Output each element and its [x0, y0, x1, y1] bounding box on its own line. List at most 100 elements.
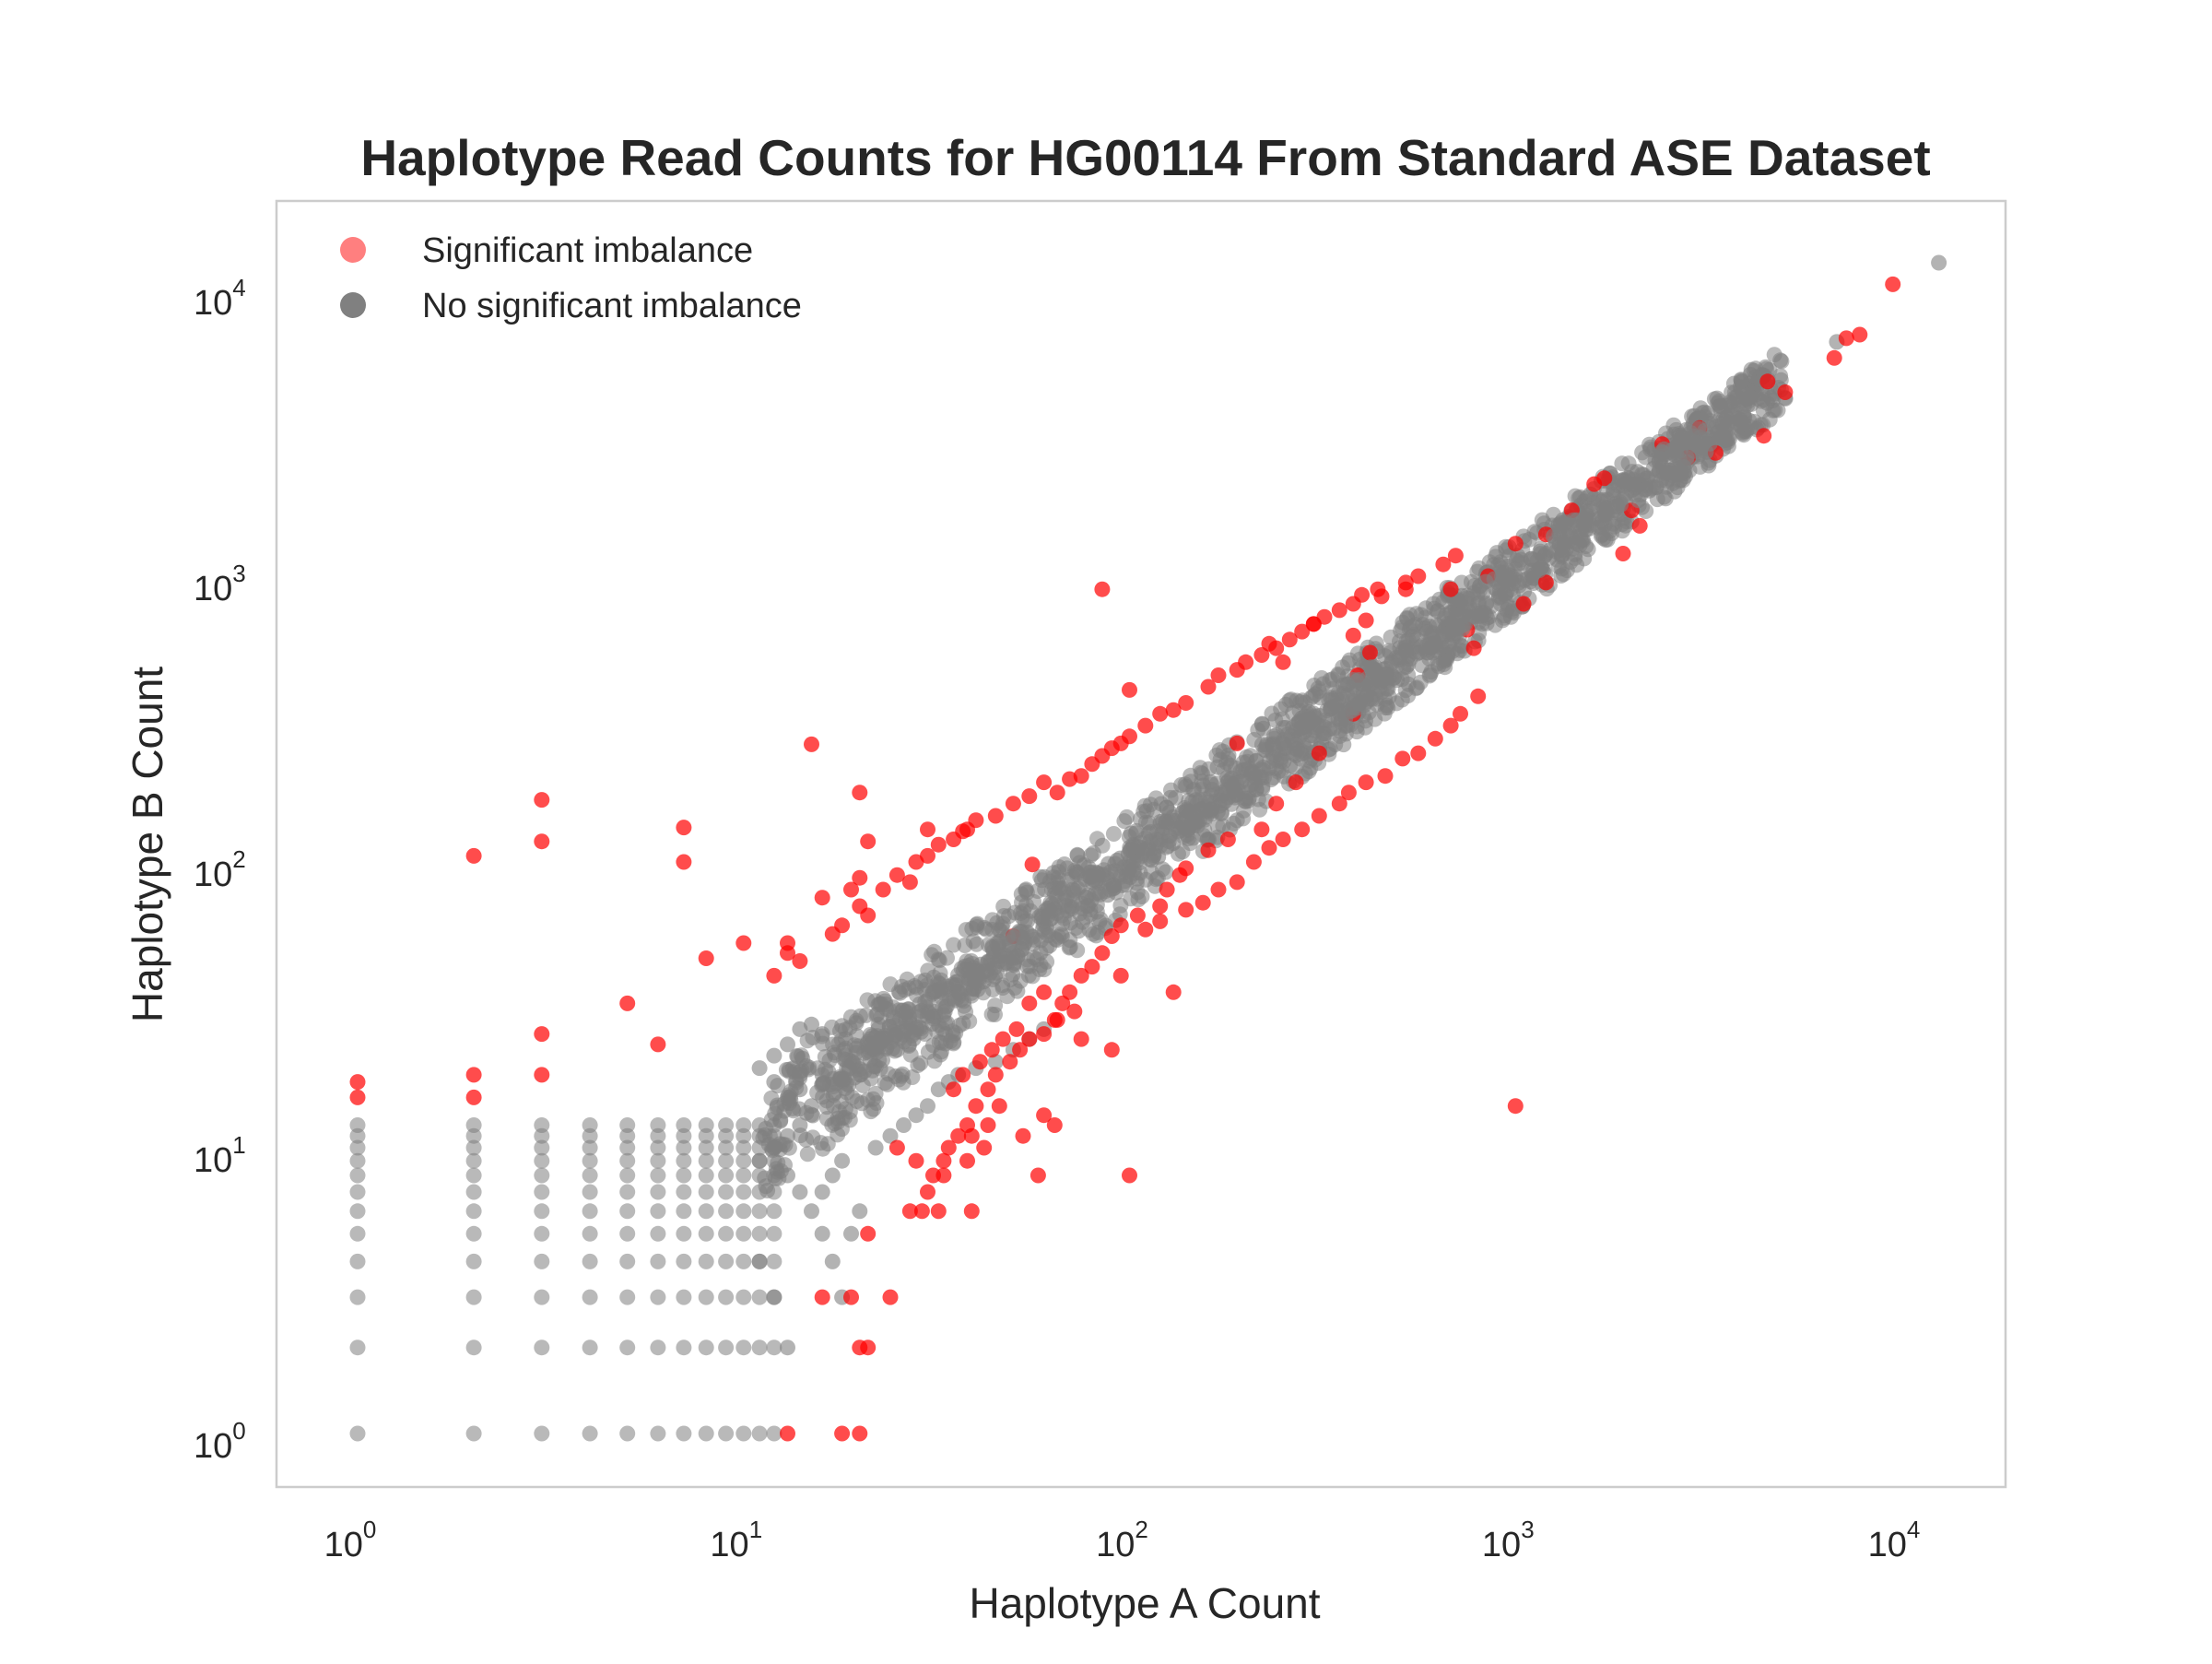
data-point-significant-imbalance — [980, 1117, 996, 1133]
data-point-no-significant-imbalance — [772, 1113, 789, 1129]
data-point-significant-imbalance — [1112, 917, 1129, 934]
data-point-no-significant-imbalance — [751, 1253, 768, 1269]
data-point-significant-imbalance — [1030, 1167, 1046, 1184]
data-point-no-significant-imbalance — [1210, 819, 1227, 835]
data-point-significant-imbalance — [1316, 608, 1333, 625]
data-point-no-significant-imbalance — [534, 1167, 550, 1184]
data-point-no-significant-imbalance — [1057, 898, 1074, 914]
data-point-no-significant-imbalance — [1552, 520, 1568, 537]
data-point-significant-imbalance — [1311, 745, 1327, 761]
data-point-significant-imbalance — [1178, 695, 1194, 711]
data-point-no-significant-imbalance — [1079, 898, 1095, 915]
data-point-no-significant-imbalance — [1200, 831, 1216, 847]
data-point-significant-imbalance — [1129, 907, 1146, 924]
data-point-no-significant-imbalance — [958, 922, 974, 938]
data-point-no-significant-imbalance — [1444, 643, 1461, 659]
data-point-significant-imbalance — [1507, 1098, 1524, 1115]
data-point-significant-imbalance — [1362, 644, 1378, 661]
data-point-significant-imbalance — [1759, 373, 1776, 390]
data-point-significant-imbalance — [465, 847, 482, 864]
data-point-significant-imbalance — [1094, 581, 1111, 597]
data-point-no-significant-imbalance — [718, 1339, 735, 1356]
data-point-no-significant-imbalance — [349, 1184, 366, 1200]
data-point-no-significant-imbalance — [534, 1117, 550, 1133]
data-point-no-significant-imbalance — [1018, 882, 1034, 899]
data-point-significant-imbalance — [1275, 832, 1291, 847]
data-point-significant-imbalance — [1294, 821, 1311, 838]
data-point-no-significant-imbalance — [582, 1203, 598, 1220]
data-point-significant-imbalance — [1210, 881, 1227, 898]
data-point-significant-imbalance — [983, 1042, 1000, 1058]
data-point-no-significant-imbalance — [718, 1167, 735, 1184]
data-point-no-significant-imbalance — [1554, 561, 1571, 577]
data-point-no-significant-imbalance — [676, 1289, 692, 1305]
data-point-no-significant-imbalance — [877, 993, 893, 1009]
data-point-significant-imbalance — [1159, 881, 1175, 898]
data-point-no-significant-imbalance — [1283, 728, 1300, 745]
data-point-no-significant-imbalance — [1606, 511, 1623, 527]
data-point-no-significant-imbalance — [650, 1127, 666, 1144]
x-tick-label: 102 — [1096, 1516, 1148, 1564]
data-point-significant-imbalance — [1229, 874, 1245, 891]
data-point-significant-imbalance — [908, 1152, 924, 1169]
data-point-significant-imbalance — [946, 1081, 962, 1098]
data-point-significant-imbalance — [1008, 1021, 1025, 1037]
data-point-no-significant-imbalance — [843, 1225, 859, 1242]
data-point-significant-imbalance — [908, 854, 924, 870]
data-point-no-significant-imbalance — [465, 1167, 482, 1184]
data-point-no-significant-imbalance — [735, 1139, 752, 1156]
data-point-no-significant-imbalance — [1041, 873, 1058, 890]
data-point-no-significant-imbalance — [349, 1203, 366, 1220]
data-point-significant-imbalance — [1358, 612, 1374, 629]
data-point-significant-imbalance — [888, 867, 905, 883]
data-point-no-significant-imbalance — [650, 1139, 666, 1156]
data-point-no-significant-imbalance — [1424, 628, 1441, 644]
data-point-no-significant-imbalance — [349, 1167, 366, 1184]
data-point-significant-imbalance — [930, 836, 947, 853]
data-point-no-significant-imbalance — [676, 1225, 692, 1242]
data-point-no-significant-imbalance — [718, 1289, 735, 1305]
data-point-significant-imbalance — [1210, 667, 1227, 683]
data-point-significant-imbalance — [766, 967, 782, 984]
data-point-no-significant-imbalance — [1306, 727, 1323, 744]
data-point-no-significant-imbalance — [819, 1136, 836, 1152]
data-point-significant-imbalance — [1066, 1003, 1083, 1020]
data-point-no-significant-imbalance — [676, 1139, 692, 1156]
data-point-no-significant-imbalance — [534, 1253, 550, 1269]
data-point-significant-imbalance — [1122, 728, 1137, 745]
data-point-no-significant-imbalance — [971, 971, 987, 986]
data-point-no-significant-imbalance — [465, 1152, 482, 1169]
data-point-significant-imbalance — [976, 1139, 993, 1156]
data-point-significant-imbalance — [1515, 596, 1532, 612]
data-point-no-significant-imbalance — [902, 1046, 919, 1063]
data-point-significant-imbalance — [834, 1425, 851, 1442]
data-point-no-significant-imbalance — [349, 1117, 366, 1133]
data-point-significant-imbalance — [1245, 854, 1262, 870]
data-point-no-significant-imbalance — [465, 1184, 482, 1200]
data-point-no-significant-imbalance — [582, 1184, 598, 1200]
data-point-no-significant-imbalance — [1375, 661, 1392, 678]
data-point-no-significant-imbalance — [698, 1127, 714, 1144]
data-point-no-significant-imbalance — [858, 1007, 875, 1023]
data-point-significant-imbalance — [1442, 717, 1459, 734]
data-point-no-significant-imbalance — [890, 1071, 907, 1088]
data-point-no-significant-imbalance — [534, 1127, 550, 1144]
data-point-no-significant-imbalance — [766, 1425, 782, 1442]
data-point-significant-imbalance — [950, 1127, 967, 1144]
data-point-no-significant-imbalance — [718, 1152, 735, 1169]
data-point-no-significant-imbalance — [862, 1036, 878, 1053]
data-point-no-significant-imbalance — [650, 1289, 666, 1305]
data-point-no-significant-imbalance — [1112, 897, 1129, 914]
data-point-significant-imbalance — [1046, 1117, 1063, 1133]
data-point-no-significant-imbalance — [1334, 712, 1350, 728]
data-point-no-significant-imbalance — [1130, 891, 1147, 908]
data-point-significant-imbalance — [1049, 785, 1065, 801]
data-point-no-significant-imbalance — [582, 1225, 598, 1242]
data-point-significant-imbalance — [913, 1203, 930, 1220]
data-point-significant-imbalance — [1021, 1031, 1038, 1047]
data-point-no-significant-imbalance — [1253, 770, 1270, 785]
data-point-significant-imbalance — [1024, 856, 1041, 873]
data-point-no-significant-imbalance — [619, 1167, 636, 1184]
data-point-no-significant-imbalance — [676, 1184, 692, 1200]
data-point-no-significant-imbalance — [871, 1052, 888, 1068]
